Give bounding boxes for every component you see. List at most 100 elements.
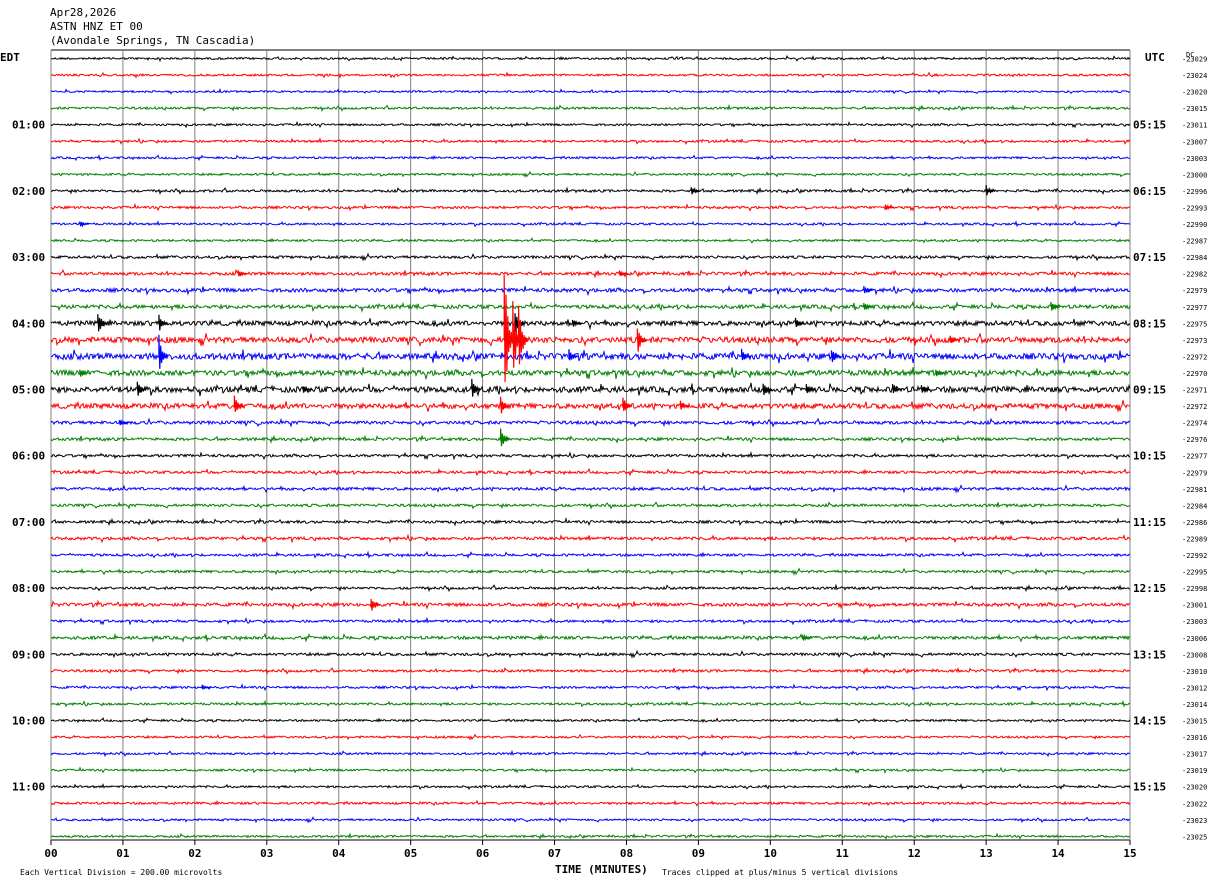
trace-line — [50, 137, 1131, 146]
trace-line — [50, 202, 1131, 212]
edt-time-label: 05:00 — [12, 384, 45, 397]
seismic-event — [863, 302, 874, 311]
dc-offset-label: -23025 — [1182, 833, 1207, 841]
trace-line — [50, 583, 1131, 593]
dc-offset-label: -23014 — [1182, 701, 1207, 709]
trace-line — [50, 333, 1131, 348]
trace-line — [50, 501, 1131, 510]
dc-offset-label: -23001 — [1182, 602, 1207, 610]
trace-line — [50, 467, 1131, 477]
event-group — [79, 185, 1061, 690]
trace-line — [50, 220, 1131, 228]
edt-time-label: 06:00 — [12, 450, 45, 463]
trace-line — [50, 616, 1131, 626]
dc-offset-label: -23000 — [1182, 171, 1207, 179]
station-label: ASTN HNZ ET 00 — [50, 20, 143, 33]
seismic-event — [622, 397, 633, 411]
trace-line — [50, 799, 1131, 807]
seismic-event — [79, 221, 90, 228]
seismic-event — [518, 305, 529, 365]
seismic-event — [802, 633, 812, 641]
trace-group — [50, 54, 1131, 840]
vertical-division-note: Each Vertical Division = 200.00 microvol… — [20, 868, 222, 877]
dc-offset-label: -23008 — [1182, 651, 1207, 659]
left-timezone-label: EDT — [0, 51, 20, 64]
utc-time-label: 08:15 — [1133, 317, 1166, 330]
seismic-event — [794, 317, 805, 327]
edt-time-label: 11:00 — [12, 781, 45, 794]
dc-offset-label: -22979 — [1182, 287, 1207, 295]
dc-offset-label: -22986 — [1182, 519, 1207, 527]
time-label-group: 00 01 02 03 04 05 06 07 08 09 10 11 12 13 14 15 -23029 -2… — [12, 56, 1207, 861]
x-tick-label: 05 — [404, 847, 417, 860]
trace-line — [50, 649, 1131, 659]
x-tick-label: 10 — [764, 847, 777, 860]
seismic-event — [500, 396, 511, 414]
seismic-event — [97, 314, 108, 332]
seismic-event — [136, 381, 147, 396]
trace-line — [50, 154, 1131, 162]
dc-offset-label: -23011 — [1182, 122, 1207, 130]
seismic-event — [920, 385, 931, 393]
dc-offset-label: -23029 — [1182, 56, 1207, 64]
seismic-event — [1050, 301, 1061, 311]
seismic-event — [503, 275, 514, 383]
utc-time-label: 14:15 — [1133, 715, 1166, 728]
x-tick-label: 04 — [332, 847, 346, 860]
trace-line — [50, 516, 1131, 527]
dc-offset-label: -22989 — [1182, 535, 1207, 543]
minute-grid — [50, 49, 1131, 845]
trace-line — [50, 120, 1131, 129]
trace-line — [50, 237, 1131, 244]
dc-offset-label: -22970 — [1182, 370, 1207, 378]
edt-time-label: 03:00 — [12, 251, 45, 264]
dc-offset-label: -22984 — [1182, 254, 1207, 262]
dc-offset-label: -22977 — [1182, 453, 1207, 461]
dc-offset-label: -22982 — [1182, 271, 1207, 279]
utc-time-label: 12:15 — [1133, 582, 1166, 595]
dc-offset-label: -23020 — [1182, 89, 1207, 97]
x-axis-title: TIME (MINUTES) — [555, 863, 648, 876]
seismic-event — [690, 186, 701, 195]
dc-offset-label: -22981 — [1182, 486, 1207, 494]
dc-offset-label: -22972 — [1182, 403, 1207, 411]
seismic-event — [863, 286, 874, 294]
dc-offset-label: -22992 — [1182, 552, 1207, 560]
date-label: Apr28,2026 — [50, 6, 116, 19]
x-tick-label: 00 — [44, 847, 57, 860]
dc-offset-label: -23012 — [1182, 684, 1207, 692]
seismic-event — [636, 328, 647, 352]
edt-time-label: 09:00 — [12, 648, 45, 661]
dc-offset-label: -22979 — [1182, 469, 1207, 477]
edt-time-label: 04:00 — [12, 317, 45, 330]
trace-line — [50, 484, 1131, 494]
utc-time-label: 11:15 — [1133, 516, 1166, 529]
seismic-event — [762, 383, 773, 395]
edt-time-label: 01:00 — [12, 119, 45, 132]
x-tick-label: 09 — [692, 847, 705, 860]
seismic-event — [805, 384, 816, 394]
seismic-event — [471, 378, 482, 397]
utc-time-label: 13:15 — [1133, 648, 1166, 661]
trace-line — [50, 782, 1131, 791]
trace-line — [50, 103, 1131, 112]
edt-time-label: 02:00 — [12, 185, 45, 198]
trace-line — [50, 533, 1131, 544]
trace-line — [50, 71, 1131, 79]
dc-offset-label: -22996 — [1182, 188, 1207, 196]
trace-line — [50, 400, 1130, 413]
trace-line — [50, 268, 1130, 279]
trace-line — [50, 733, 1131, 741]
trace-line — [50, 300, 1131, 313]
seismic-event — [568, 349, 579, 361]
trace-line — [50, 599, 1131, 611]
trace-line — [50, 318, 1131, 331]
seismic-event — [679, 400, 690, 410]
dc-offset-label: -22987 — [1182, 238, 1207, 246]
trace-line — [50, 349, 1131, 364]
trace-line — [50, 699, 1131, 708]
trace-line — [50, 666, 1131, 675]
trace-line — [50, 88, 1131, 95]
dc-offset-label: -22972 — [1182, 353, 1207, 361]
